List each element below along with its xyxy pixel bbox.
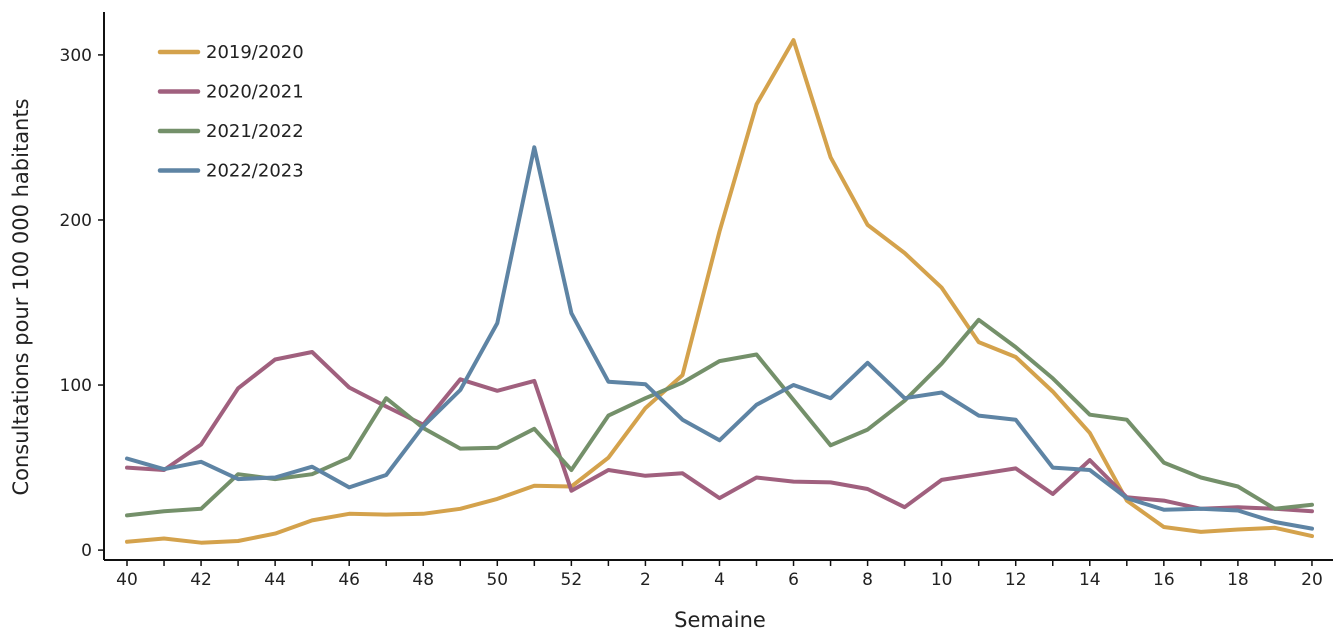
y-tick-label: 200 (60, 211, 92, 231)
legend-item: 2020/2021 (157, 82, 304, 103)
legend-label: 2022/2023 (206, 161, 304, 182)
x-tick-label: 48 (412, 570, 434, 590)
x-tick-label: 4 (714, 570, 725, 590)
legend-label: 2019/2020 (206, 42, 304, 63)
x-tick-label: 52 (561, 570, 583, 590)
x-tick-label: 6 (788, 570, 799, 590)
y-axis-title: Consultations pour 100 000 habitants (9, 98, 33, 495)
x-tick-label: 46 (338, 570, 360, 590)
legend-item: 2021/2022 (157, 121, 304, 142)
legend-item: 2019/2020 (157, 42, 304, 63)
series-line-2022-2023 (125, 145, 1314, 531)
legend-label: 2020/2021 (206, 82, 304, 103)
x-tick-label: 16 (1153, 570, 1175, 590)
x-tick-label: 50 (486, 570, 508, 590)
x-axis-title: Semaine (674, 608, 766, 632)
x-tick-label: 40 (116, 570, 138, 590)
legend: 2019/2020 2020/2021 2021/2022 2022/2023 (157, 42, 304, 182)
x-tick-label: 18 (1227, 570, 1249, 590)
legend-item: 2022/2023 (157, 161, 304, 182)
x-tick-label: 42 (190, 570, 212, 590)
y-tick-label: 300 (60, 46, 92, 66)
x-tick-label: 2 (640, 570, 651, 590)
y-tick-label: 100 (60, 376, 92, 396)
series-line-2021-2022 (125, 317, 1314, 518)
x-tick-label: 12 (1005, 570, 1027, 590)
x-tick-label: 8 (862, 570, 873, 590)
x-tick-label: 20 (1301, 570, 1323, 590)
x-tick-label: 10 (931, 570, 953, 590)
series-lines (125, 38, 1314, 545)
x-tick-label: 14 (1079, 570, 1101, 590)
series-line-2020-2021 (125, 350, 1314, 514)
legend-label: 2021/2022 (206, 121, 304, 142)
y-tick-label: 0 (81, 541, 92, 561)
x-tick-label: 44 (264, 570, 286, 590)
series-line-2019-2020 (125, 38, 1314, 545)
